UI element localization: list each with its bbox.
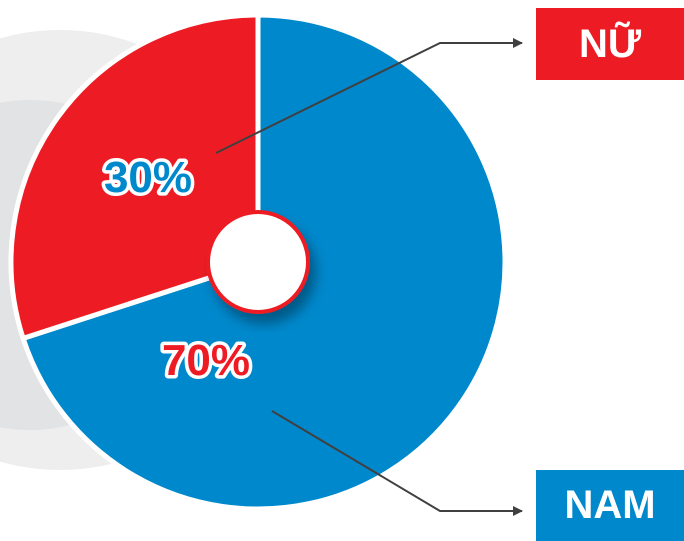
legend-label-female: NỮ <box>536 8 684 80</box>
leader-line-male <box>271 410 523 516</box>
leader-lines <box>215 38 523 516</box>
data-label-male: 70% <box>162 336 250 385</box>
pie-chart <box>8 12 508 512</box>
donut-hole <box>206 210 310 314</box>
data-label-female: 30% <box>104 153 192 202</box>
pie-slice-female <box>8 12 261 341</box>
legend-label-male: NAM <box>536 470 684 541</box>
leader-line-female <box>215 38 523 154</box>
slice-labels: 30% 70% <box>100 150 253 389</box>
